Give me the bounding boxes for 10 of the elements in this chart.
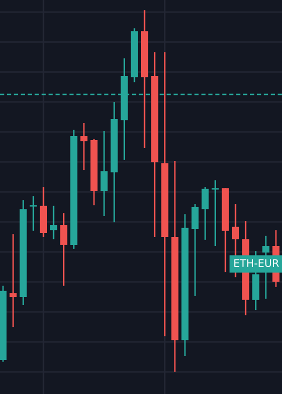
candlestick	[212, 179, 219, 247]
candlestick	[50, 205, 58, 240]
candlestick	[80, 122, 88, 171]
candlestick	[10, 233, 17, 328]
candlestick	[100, 130, 108, 217]
candlestick	[202, 186, 209, 241]
candlestick	[192, 203, 199, 297]
candlestick	[60, 212, 68, 287]
annotation: ETH-EUR	[234, 259, 279, 267]
candlestick	[30, 195, 37, 232]
